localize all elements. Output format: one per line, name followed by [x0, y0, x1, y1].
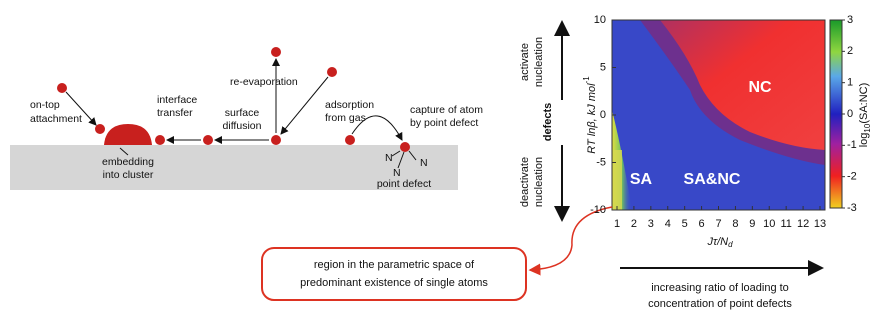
x-tick-label: 6 [699, 218, 705, 230]
x-tick-label: 11 [780, 218, 791, 230]
x-tick-label: 4 [665, 218, 671, 230]
label: d [728, 240, 733, 249]
figure: on-top attachment interface transfer emb… [0, 0, 870, 312]
label: re-evaporation [230, 76, 298, 88]
colorbar-tick-label: 1 [847, 77, 853, 89]
label: attachment [30, 113, 82, 125]
label: surface [225, 107, 260, 119]
callout-arrow [530, 207, 612, 270]
colorbar [830, 20, 842, 208]
region-label: SA [630, 171, 653, 188]
label: transfer [157, 107, 193, 119]
label: interface [157, 94, 197, 106]
x-tick-label: 1 [614, 218, 620, 230]
colorbar-tick-label: -2 [847, 171, 857, 183]
colorbar-tick-label: 2 [847, 45, 853, 57]
label: point defect [377, 178, 431, 190]
colorbar-tick-label: -3 [847, 202, 857, 214]
callout-box [262, 248, 526, 300]
label: nucleation [533, 157, 545, 207]
x-tick-label: 12 [797, 218, 809, 230]
x-tick-label: 2 [631, 218, 637, 230]
x-tick-label: 10 [763, 218, 775, 230]
y-tick-label: -5 [596, 156, 606, 168]
label: from gas [325, 112, 366, 124]
x-tick-label: 9 [749, 218, 755, 230]
note: increasing ratio of loading to [651, 282, 789, 294]
label: into cluster [103, 169, 154, 181]
x-axis-label: Jτ/Nd [706, 236, 733, 249]
y-axis-label: RT lnβ, kJ mol-1 [582, 76, 598, 154]
label: log [858, 133, 870, 148]
callout-text: predominant existence of single atoms [300, 277, 488, 289]
label: RT lnβ, kJ mol [586, 83, 598, 154]
label: capture of atom [410, 104, 483, 116]
label: adsorption [325, 99, 374, 111]
x-tick-label: 8 [732, 218, 738, 230]
colorbar-tick-label: 3 [847, 14, 853, 26]
label: N [385, 152, 393, 164]
callout-text: region in the parametric space of [314, 259, 475, 271]
label: -1 [582, 76, 591, 84]
label: defects [542, 103, 554, 142]
colorbar-label: log10(SA:NC) [858, 83, 870, 148]
label: on-top [30, 99, 60, 111]
y-tick-label: 10 [594, 14, 606, 26]
colorbar-tick-label: -1 [847, 139, 857, 151]
label: by point defect [410, 117, 478, 129]
y-tick-label: -10 [590, 204, 606, 216]
x-tick-label: 13 [814, 218, 826, 230]
y-tick-label: 0 [600, 109, 606, 121]
label: embedding [102, 156, 154, 168]
label: diffusion [223, 120, 262, 132]
label: deactivate [519, 157, 531, 207]
label: nucleation [533, 37, 545, 87]
x-tick-label: 3 [648, 218, 654, 230]
label: N [420, 157, 428, 169]
x-tick-label: 5 [682, 218, 688, 230]
note: concentration of point defects [648, 298, 792, 310]
label: activate [519, 43, 531, 81]
x-tick-label: 7 [715, 218, 721, 230]
label: Jτ/N [706, 236, 728, 248]
colorbar-tick-label: 0 [847, 108, 853, 120]
region-label: NC [748, 79, 772, 96]
y-tick-label: 5 [600, 61, 606, 73]
label: (SA:NC) [858, 83, 870, 124]
region-label: SA&NC [684, 171, 741, 188]
